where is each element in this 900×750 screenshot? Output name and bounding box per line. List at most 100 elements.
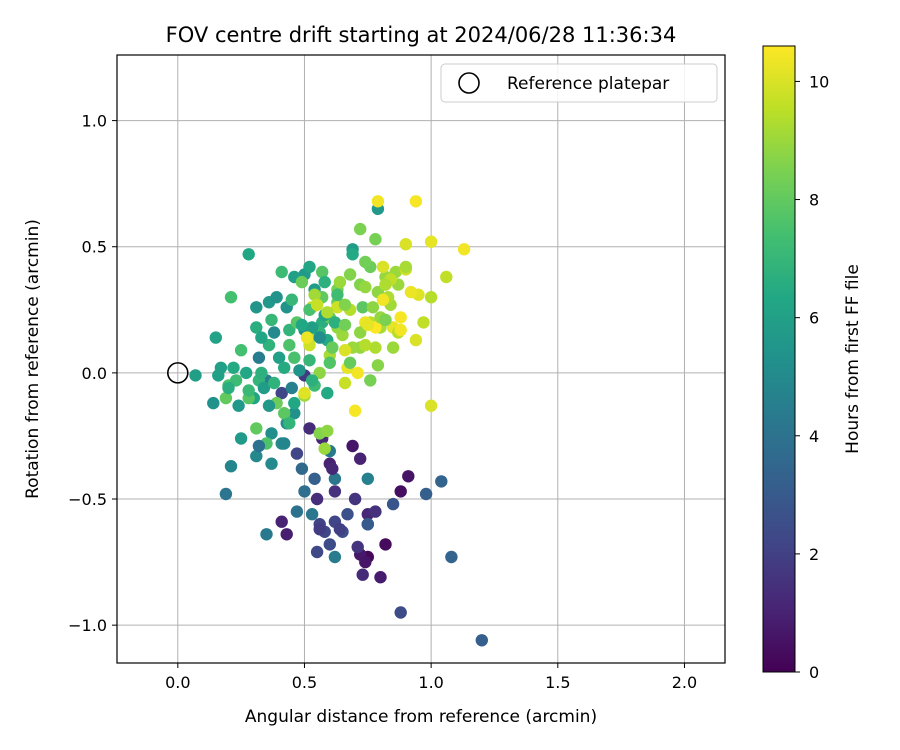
- data-point: [328, 472, 342, 485]
- data-point: [250, 301, 263, 314]
- y-axis-label: Rotation from reference (arcmin): [23, 219, 43, 499]
- data-point: [310, 298, 324, 311]
- data-point: [445, 550, 458, 564]
- data-point: [338, 376, 352, 390]
- data-point: [371, 359, 385, 372]
- data-point: [361, 472, 374, 485]
- data-points: [189, 195, 488, 647]
- data-point: [440, 270, 453, 284]
- data-point: [288, 407, 301, 420]
- data-point: [298, 386, 311, 400]
- data-point: [250, 449, 263, 463]
- data-point: [359, 255, 372, 269]
- y-tick-label: 1.0: [82, 112, 107, 131]
- data-point: [341, 508, 354, 521]
- data-point: [313, 331, 326, 344]
- data-point: [234, 432, 248, 445]
- x-tick-label: 0.5: [292, 673, 317, 692]
- colorbar-tick-label: 2: [809, 545, 819, 564]
- data-point: [308, 472, 321, 485]
- data-point: [348, 492, 362, 506]
- data-point: [409, 195, 423, 208]
- legend-box: [440, 63, 718, 103]
- data-point: [399, 238, 412, 251]
- data-point: [338, 318, 352, 332]
- data-point: [278, 361, 291, 374]
- data-point: [250, 321, 263, 334]
- data-point: [323, 356, 336, 369]
- data-point: [323, 538, 336, 551]
- data-point: [359, 338, 372, 352]
- data-point: [242, 384, 255, 397]
- colorbar-tick-label: 0: [809, 663, 819, 682]
- data-point: [300, 331, 314, 344]
- data-point: [374, 571, 387, 584]
- data-point: [417, 316, 430, 329]
- data-point: [321, 306, 334, 319]
- x-tick-label: 0.0: [165, 673, 190, 692]
- data-point: [219, 391, 233, 405]
- chart-title: FOV centre drift starting at 2024/06/28 …: [166, 23, 677, 47]
- data-point: [295, 318, 309, 332]
- data-point: [394, 323, 407, 337]
- data-point: [285, 381, 298, 395]
- data-point: [313, 366, 326, 380]
- data-point: [295, 462, 309, 475]
- colorbar: 0 2 4 6 8 10 Hours from first FF file: [762, 45, 863, 682]
- x-tick-label: 1.5: [545, 673, 570, 692]
- data-point: [379, 313, 392, 327]
- data-point: [402, 470, 415, 483]
- data-point: [229, 374, 243, 387]
- data-point: [252, 351, 266, 364]
- data-point: [371, 195, 385, 208]
- data-point: [419, 487, 433, 501]
- data-point: [303, 422, 316, 435]
- data-point: [283, 338, 296, 352]
- y-tick-label: 0.0: [82, 364, 107, 383]
- data-point: [262, 399, 276, 412]
- data-point: [298, 485, 311, 498]
- data-point: [354, 222, 367, 236]
- data-point: [326, 462, 339, 475]
- data-point: [331, 288, 344, 301]
- data-point: [359, 555, 372, 569]
- data-point: [255, 366, 268, 380]
- legend-entry-reference-platepar: Reference platepar: [507, 74, 669, 94]
- data-point: [285, 293, 298, 306]
- data-point: [351, 540, 364, 554]
- data-point: [283, 323, 296, 337]
- data-point: [252, 439, 266, 453]
- data-point: [316, 265, 329, 279]
- data-point: [272, 351, 286, 364]
- data-point: [394, 311, 407, 324]
- data-point: [346, 439, 359, 453]
- data-point: [328, 485, 342, 498]
- data-point: [270, 291, 283, 304]
- data-point: [214, 361, 228, 374]
- legend-open-circle-icon: [458, 72, 480, 94]
- data-point: [303, 260, 316, 274]
- data-point: [359, 280, 372, 294]
- x-tick-label: 1.0: [418, 673, 443, 692]
- data-point: [404, 285, 418, 299]
- data-point: [351, 366, 364, 380]
- data-point: [326, 341, 339, 354]
- colorbar-tick-label: 10: [809, 72, 829, 91]
- data-point: [424, 235, 438, 248]
- data-point: [313, 523, 326, 536]
- data-point: [260, 528, 273, 541]
- data-point: [267, 376, 281, 390]
- data-point: [328, 550, 342, 564]
- data-point: [310, 545, 324, 559]
- data-point: [222, 381, 235, 395]
- reference-platepar-marker: [167, 362, 189, 384]
- data-point: [303, 354, 316, 367]
- data-point: [338, 344, 352, 357]
- data-point: [267, 326, 281, 339]
- data-point: [333, 275, 347, 289]
- data-point: [361, 318, 374, 332]
- data-point: [278, 407, 291, 420]
- colorbar-ticks: 0 2 4 6 8 10: [795, 72, 829, 682]
- data-point: [386, 497, 400, 511]
